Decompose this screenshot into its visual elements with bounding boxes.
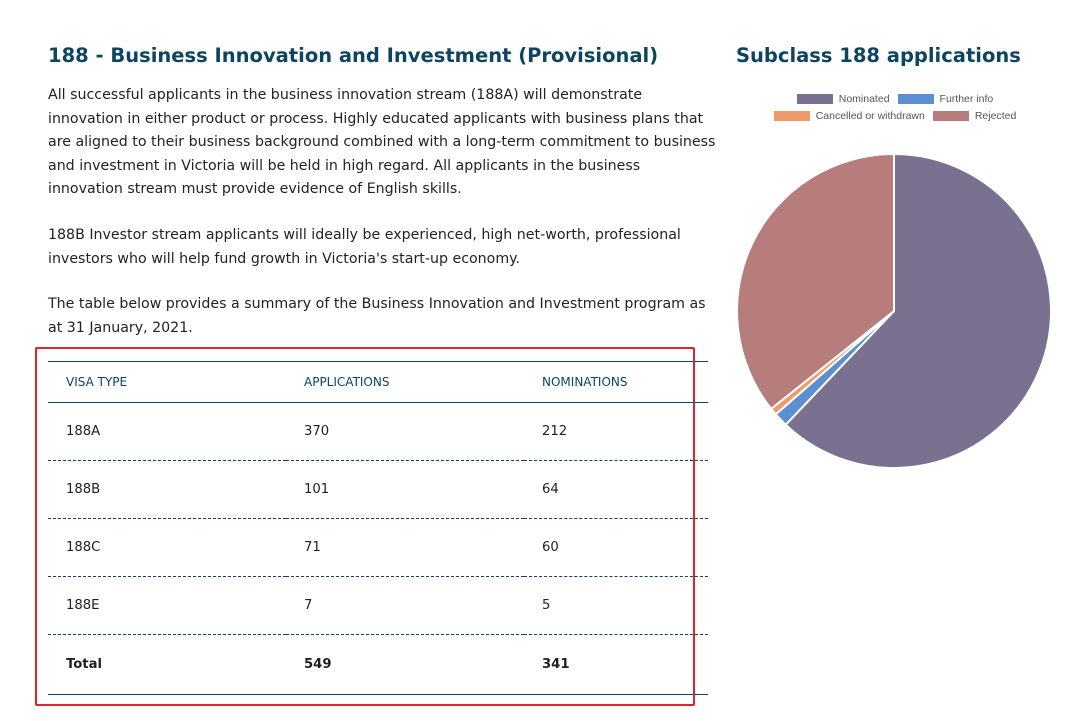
table-row: 188A 370 212 bbox=[48, 402, 708, 461]
header-visa-type: VISA TYPE bbox=[48, 361, 286, 403]
table-row: 188C 71 60 bbox=[48, 518, 708, 577]
legend-item-further-info[interactable]: Further info bbox=[897, 92, 994, 105]
table-row: 188E 7 5 bbox=[48, 576, 708, 635]
legend-swatch bbox=[773, 110, 810, 121]
intro-paragraph: All successful applicants in the busines… bbox=[48, 87, 716, 198]
legend-swatch bbox=[897, 93, 934, 104]
cell-nominations: 5 bbox=[524, 576, 708, 635]
table-intro-paragraph: The table below provides a summary of th… bbox=[48, 296, 706, 336]
chart-title: Subclass 188 applications bbox=[736, 44, 1021, 67]
cell-visa-type: 188A bbox=[48, 402, 286, 461]
header-nominations: NOMINATIONS bbox=[524, 361, 708, 403]
legend-label: Nominated bbox=[838, 92, 890, 105]
legend-item-cancelled[interactable]: Cancelled or withdrawn bbox=[773, 109, 925, 122]
cell-visa-type: 188B bbox=[48, 460, 286, 519]
cell-nominations: 212 bbox=[524, 402, 708, 461]
pie-chart bbox=[736, 152, 1052, 469]
cell-applications: 101 bbox=[286, 460, 524, 519]
pie-slice-nominated[interactable] bbox=[784, 152, 1052, 469]
summary-table-container: VISA TYPE APPLICATIONS NOMINATIONS 188A … bbox=[48, 361, 708, 695]
cell-applications: 7 bbox=[286, 576, 524, 635]
total-label: Total bbox=[48, 634, 286, 695]
cell-nominations: 60 bbox=[524, 518, 708, 577]
legend-label: Further info bbox=[939, 92, 994, 105]
table-header-row: VISA TYPE APPLICATIONS NOMINATIONS bbox=[48, 361, 708, 403]
page-heading: 188 - Business Innovation and Investment… bbox=[48, 44, 659, 67]
cell-visa-type: 188C bbox=[48, 518, 286, 577]
chart-legend: Nominated Further info Cancelled or with… bbox=[760, 90, 1030, 124]
legend-label: Rejected bbox=[974, 109, 1017, 122]
cell-visa-type: 188E bbox=[48, 576, 286, 635]
legend-item-nominated[interactable]: Nominated bbox=[796, 92, 890, 105]
table-row: 188B 101 64 bbox=[48, 460, 708, 519]
total-applications: 549 bbox=[286, 634, 524, 695]
total-nominations: 341 bbox=[524, 634, 708, 695]
legend-swatch bbox=[932, 110, 969, 121]
legend-item-rejected[interactable]: Rejected bbox=[932, 109, 1017, 122]
cell-nominations: 64 bbox=[524, 460, 708, 519]
cell-applications: 370 bbox=[286, 402, 524, 461]
cell-applications: 71 bbox=[286, 518, 524, 577]
header-applications: APPLICATIONS bbox=[286, 361, 524, 403]
summary-table: VISA TYPE APPLICATIONS NOMINATIONS 188A … bbox=[48, 361, 708, 695]
legend-swatch bbox=[796, 93, 833, 104]
pie-slice-rejected[interactable] bbox=[736, 152, 895, 411]
investor-paragraph: 188B Investor stream applicants will ide… bbox=[48, 227, 681, 267]
table-total-row: Total 549 341 bbox=[48, 634, 708, 695]
legend-label: Cancelled or withdrawn bbox=[815, 109, 925, 122]
